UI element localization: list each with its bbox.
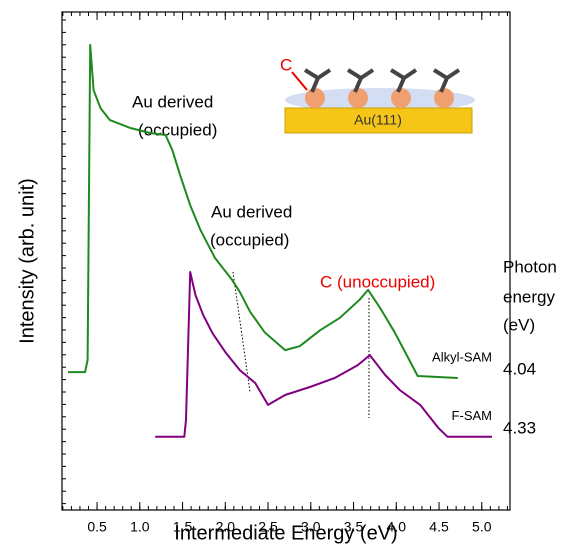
- photon-energy-label: 4.04: [503, 360, 536, 379]
- guide-line: [232, 271, 251, 393]
- annotation: (occupied): [138, 120, 217, 139]
- x-tick-label: 0.5: [87, 519, 107, 535]
- annotation: (occupied): [210, 230, 289, 249]
- inset-glow: [285, 88, 475, 112]
- photon-energy-label: 4.33: [503, 418, 536, 437]
- x-tick-label: 3.5: [344, 519, 364, 535]
- x-tick-label: 5.0: [472, 519, 492, 535]
- y-axis-label: Intensity (arb. unit): [16, 178, 38, 344]
- annotation: C (unoccupied): [320, 272, 435, 291]
- annotation: energy: [503, 287, 555, 306]
- legend-label: Alkyl-SAM: [432, 349, 492, 364]
- inset-atom: [305, 88, 325, 108]
- series-line: [155, 271, 492, 438]
- inset-pointer: [291, 71, 308, 91]
- x-tick-label: 3.0: [301, 519, 321, 535]
- series-line: [68, 43, 458, 379]
- inset-label: Au(111): [354, 112, 402, 128]
- x-tick-label: 2.0: [216, 519, 236, 535]
- x-tick-label: 2.5: [258, 519, 278, 535]
- x-tick-label: 1.5: [173, 519, 193, 535]
- inset: C Au(111): [280, 55, 475, 134]
- annotation: Photon: [503, 257, 557, 276]
- x-tick-label: 4.5: [429, 519, 449, 535]
- annotation: Au derived: [132, 92, 213, 111]
- inset-molecules: [303, 68, 461, 93]
- legend-label: F-SAM: [452, 408, 492, 423]
- plot-frame: [61, 11, 511, 511]
- x-tick-label: 4.0: [387, 519, 407, 535]
- annotation: Au derived: [211, 202, 292, 221]
- inset-atom: [348, 88, 368, 108]
- inset-atom: [434, 88, 454, 108]
- x-tick-label: 1.0: [130, 519, 150, 535]
- inset-atom: [391, 88, 411, 108]
- inset-substrate: [284, 107, 473, 134]
- x-axis-label: Intermediate Energy (eV): [174, 522, 397, 544]
- inset-label: C: [280, 55, 292, 74]
- annotation: (eV): [503, 315, 535, 334]
